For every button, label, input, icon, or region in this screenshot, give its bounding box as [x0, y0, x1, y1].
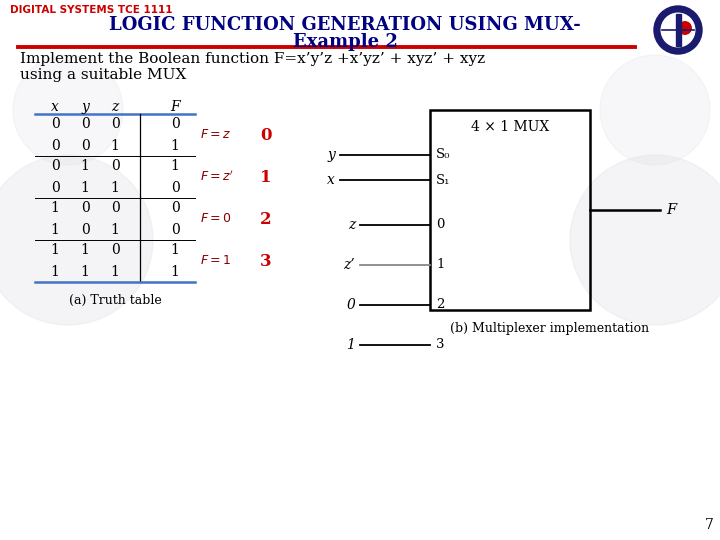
Text: 0: 0 — [111, 118, 120, 132]
Text: z: z — [348, 218, 355, 232]
Text: 0: 0 — [111, 159, 120, 173]
Text: 0: 0 — [81, 222, 89, 237]
Bar — [675, 15, 680, 45]
Text: 0: 0 — [171, 118, 179, 132]
Circle shape — [600, 55, 710, 165]
Text: F: F — [666, 203, 676, 217]
Text: 0: 0 — [50, 159, 59, 173]
Text: 0: 0 — [171, 180, 179, 194]
Text: 1: 1 — [171, 265, 179, 279]
Text: 0: 0 — [436, 219, 444, 232]
Text: Example 2: Example 2 — [292, 33, 397, 51]
Text: 0: 0 — [111, 244, 120, 258]
Text: 1: 1 — [171, 244, 179, 258]
Text: 1: 1 — [81, 265, 89, 279]
Circle shape — [679, 22, 691, 34]
Text: Implement the Boolean function F=x’y’z +x’yz’ + xyz’ + xyz: Implement the Boolean function F=x’y’z +… — [20, 52, 485, 66]
Text: 1: 1 — [81, 244, 89, 258]
Circle shape — [654, 6, 702, 54]
Text: DIGITAL SYSTEMS TCE 1111: DIGITAL SYSTEMS TCE 1111 — [10, 5, 173, 15]
Text: $F = 1$: $F = 1$ — [200, 254, 231, 267]
Text: 1: 1 — [50, 265, 60, 279]
Text: 0: 0 — [81, 138, 89, 152]
Text: S₁: S₁ — [436, 173, 451, 186]
Text: 3: 3 — [260, 253, 271, 269]
Circle shape — [0, 155, 153, 325]
Text: 0: 0 — [346, 298, 355, 312]
Text: 1: 1 — [50, 201, 60, 215]
Text: 0: 0 — [260, 126, 271, 144]
Text: 0: 0 — [81, 201, 89, 215]
Text: 0: 0 — [111, 201, 120, 215]
Text: 1: 1 — [81, 159, 89, 173]
Bar — [430, 110, 590, 310]
Text: 1: 1 — [171, 138, 179, 152]
Text: 1: 1 — [111, 265, 120, 279]
Text: F: F — [170, 100, 180, 114]
Circle shape — [13, 55, 123, 165]
Text: x: x — [327, 173, 335, 187]
Text: z’: z’ — [343, 258, 355, 272]
Text: 0: 0 — [171, 201, 179, 215]
Text: 1: 1 — [436, 259, 444, 272]
Text: using a suitable MUX: using a suitable MUX — [20, 68, 186, 82]
Text: S₀: S₀ — [436, 148, 451, 161]
Text: 0: 0 — [50, 138, 59, 152]
Text: LOGIC FUNCTION GENERATION USING MUX-: LOGIC FUNCTION GENERATION USING MUX- — [109, 16, 581, 34]
Circle shape — [570, 155, 720, 325]
Text: z: z — [112, 100, 119, 114]
Text: 7: 7 — [705, 518, 714, 532]
Text: 0: 0 — [50, 118, 59, 132]
Text: 0: 0 — [81, 118, 89, 132]
Text: 1: 1 — [111, 138, 120, 152]
Circle shape — [661, 13, 695, 47]
Text: x: x — [51, 100, 59, 114]
Text: 1: 1 — [111, 222, 120, 237]
Text: $F = z$: $F = z$ — [200, 129, 231, 141]
Text: 1: 1 — [81, 180, 89, 194]
Text: 3: 3 — [436, 339, 444, 352]
Text: $F = 0$: $F = 0$ — [200, 213, 232, 226]
Text: 1: 1 — [260, 168, 271, 186]
Text: y: y — [81, 100, 89, 114]
Text: y: y — [327, 148, 335, 162]
Text: 1: 1 — [171, 159, 179, 173]
Text: 1: 1 — [50, 222, 60, 237]
Text: 0: 0 — [171, 222, 179, 237]
Text: 1: 1 — [346, 338, 355, 352]
Text: 1: 1 — [111, 180, 120, 194]
Text: 1: 1 — [50, 244, 60, 258]
Text: 2: 2 — [436, 299, 444, 312]
Text: (b) Multiplexer implementation: (b) Multiplexer implementation — [451, 322, 649, 335]
Text: $F = z'$: $F = z'$ — [200, 170, 234, 184]
Text: 0: 0 — [50, 180, 59, 194]
Text: (a) Truth table: (a) Truth table — [68, 294, 161, 307]
Text: 4 × 1 MUX: 4 × 1 MUX — [471, 120, 549, 134]
Text: 2: 2 — [260, 211, 271, 227]
